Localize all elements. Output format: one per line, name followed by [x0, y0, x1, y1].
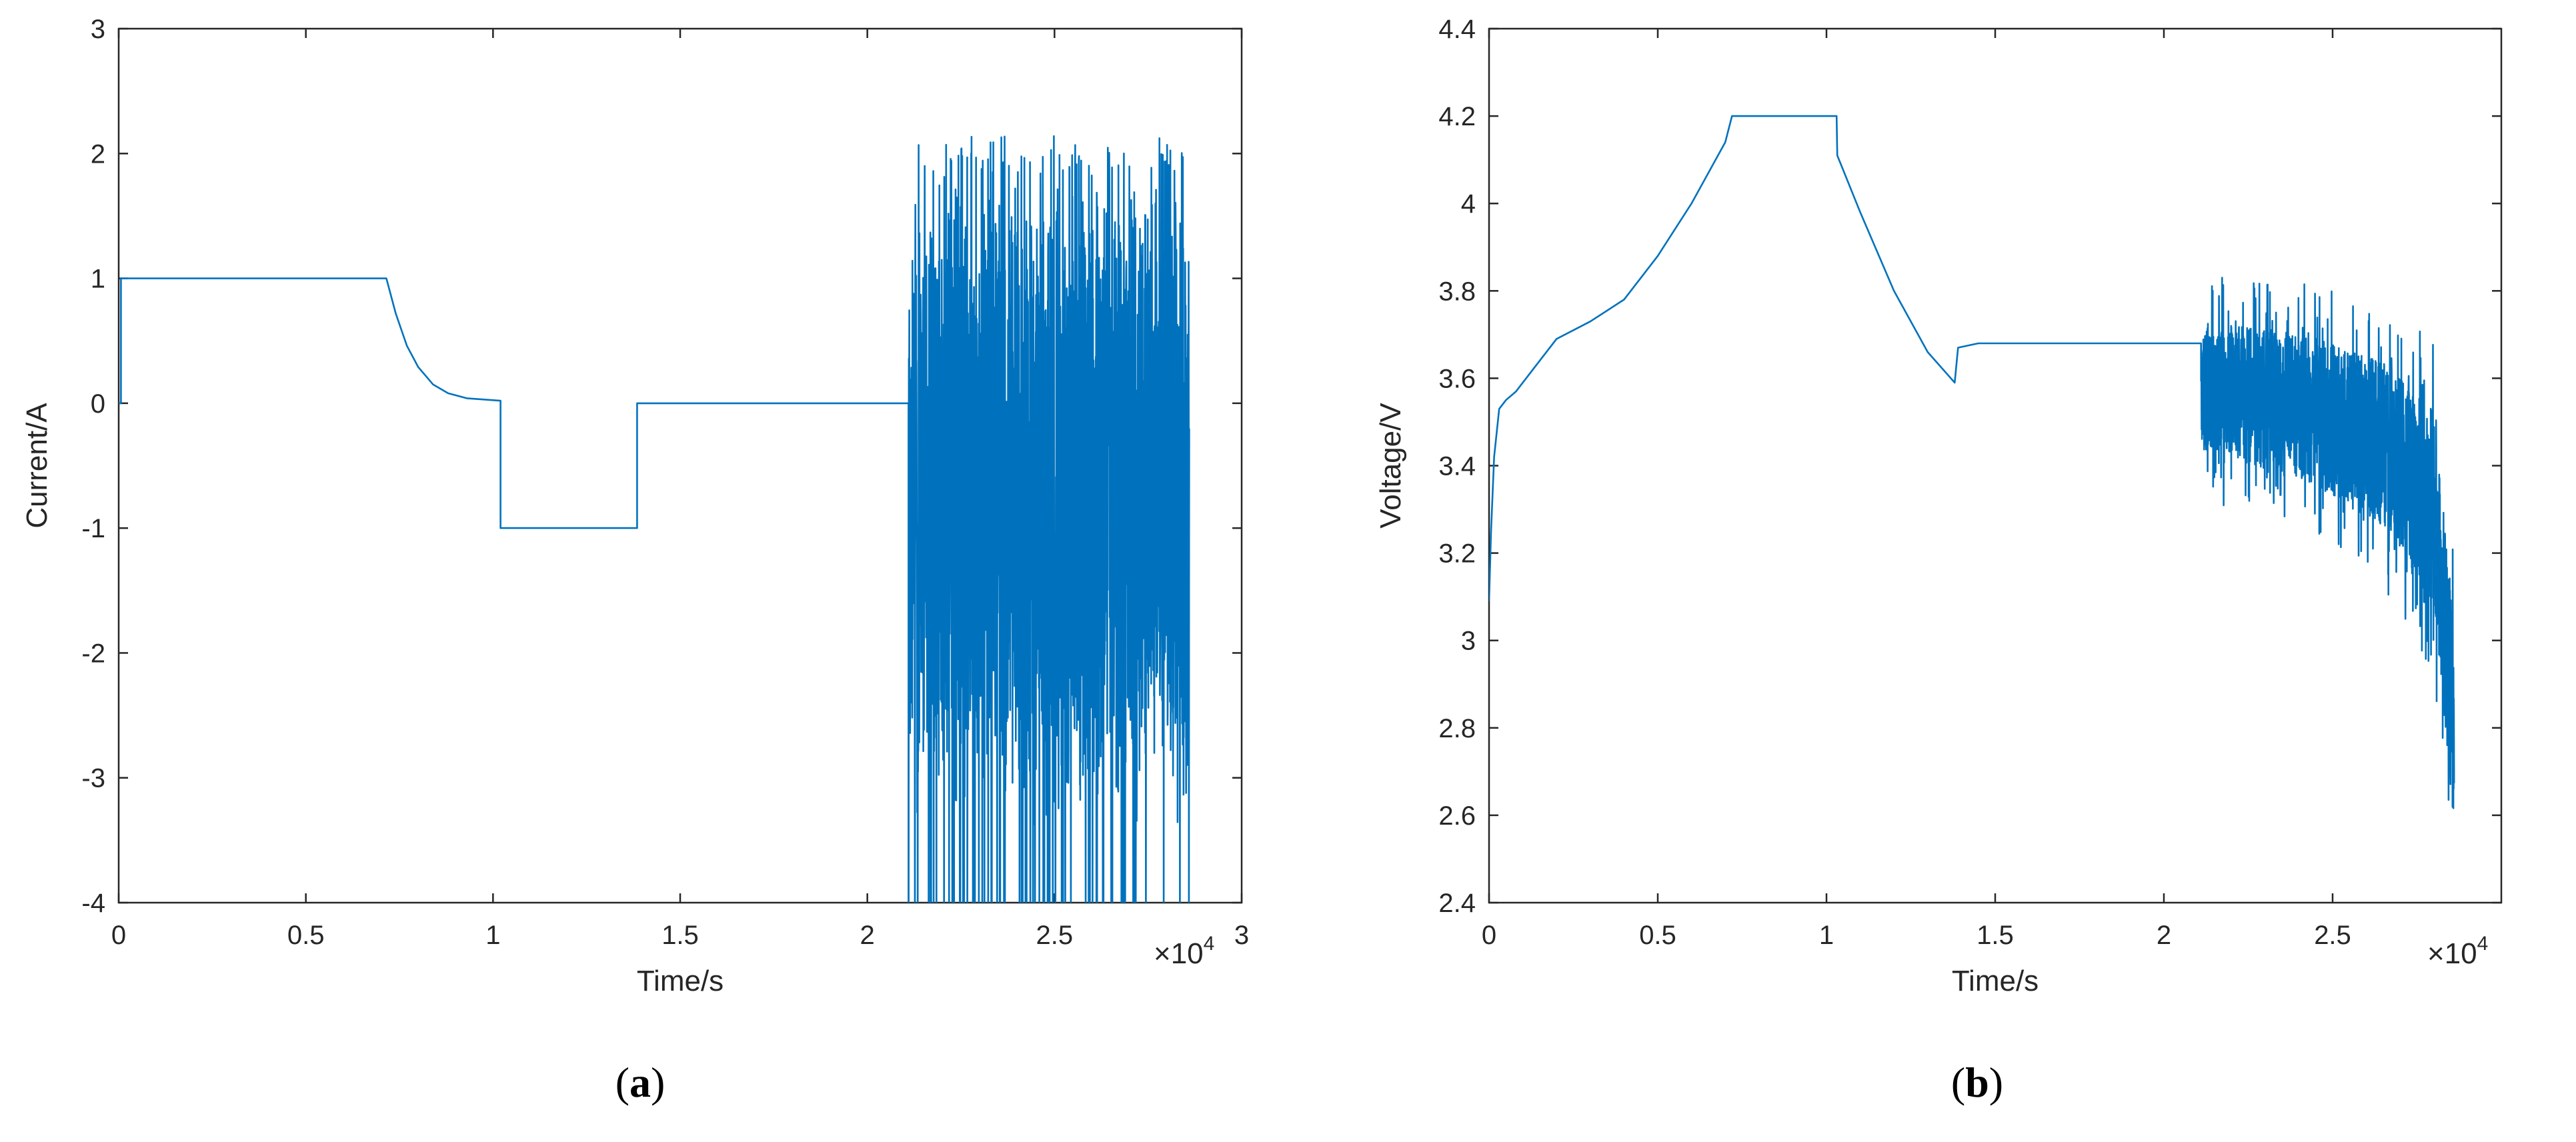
y-tick-label: -4 — [81, 889, 105, 918]
x-tick-label: 2 — [2157, 921, 2171, 950]
y-tick-label: 3 — [91, 15, 105, 44]
panel-caption: (a) — [615, 1059, 666, 1106]
y-tick-label: 2 — [91, 139, 105, 169]
x-tick-label: 0 — [1482, 921, 1496, 950]
series-group — [119, 135, 1190, 903]
x-axis-exponent-base: ×10 — [1154, 937, 1204, 970]
y-tick-label: -3 — [81, 764, 105, 793]
x-tick-label: 0.5 — [287, 921, 325, 950]
x-tick-label: 2.5 — [2314, 921, 2351, 950]
x-tick-label: 2.5 — [1036, 921, 1074, 950]
y-axis-label: Voltage/V — [1374, 403, 1407, 529]
x-tick-label: 1 — [1819, 921, 1834, 950]
chart-voltage: 0 0.5 1 1.5 2 2.5 2.4 2.6 2.8 3 3.2 3.4 3.6 3.8 4 4.2 4.… — [1374, 15, 2503, 1106]
x-tick-label: 2 — [860, 921, 875, 950]
panel-caption-letter: b — [1965, 1059, 1989, 1106]
x-axis-exponent: ×104 — [1154, 933, 1214, 970]
y-tick-label: 2.6 — [1438, 801, 1476, 831]
x-axis-exponent-power: 4 — [1204, 933, 1215, 955]
y-axis-label: Current/A — [21, 403, 53, 529]
series-line — [1489, 115, 2455, 809]
y-tick-label: -2 — [81, 639, 105, 668]
y-tick-label: 3.6 — [1438, 364, 1476, 393]
x-tick-label: 3 — [1234, 921, 1249, 950]
y-tick-label: 4.2 — [1438, 102, 1476, 131]
chart-current: 0 0.5 1 1.5 2 2.5 3 -4 -3 -2 -1 0 1 2 3 Time/s Current/A… — [21, 15, 1249, 1106]
y-tick-label: 1 — [91, 265, 105, 294]
x-tick-label: 1.5 — [662, 921, 699, 950]
x-axis-label: Time/s — [637, 965, 724, 997]
series-line — [119, 135, 1190, 903]
y-tick-label: 2.8 — [1438, 714, 1476, 743]
y-tick-label: 3 — [1461, 627, 1476, 656]
y-tick-label: 3.4 — [1438, 452, 1476, 481]
x-axis-exponent: ×104 — [2427, 933, 2488, 970]
x-axis-label: Time/s — [1952, 965, 2039, 997]
series-group — [1489, 115, 2455, 809]
y-tick-label: 2.4 — [1438, 889, 1476, 918]
y-tick-label: 4.4 — [1438, 15, 1476, 44]
y-tick-label: 3.2 — [1438, 539, 1476, 569]
panel-caption-letter: a — [629, 1059, 651, 1106]
y-tick-label: 3.8 — [1438, 277, 1476, 306]
y-tick-label: 0 — [91, 389, 105, 419]
x-tick-label: 1 — [485, 921, 500, 950]
x-axis-exponent-base: ×10 — [2427, 937, 2477, 970]
y-tick-label: 4 — [1461, 189, 1476, 219]
x-tick-label: 1.5 — [1977, 921, 2014, 950]
x-tick-label: 0 — [111, 921, 126, 950]
y-tick-label: -1 — [81, 514, 105, 543]
panel-caption: (b) — [1951, 1059, 2003, 1106]
x-tick-label: 0.5 — [1639, 921, 1676, 950]
x-axis-exponent-power: 4 — [2477, 933, 2489, 955]
